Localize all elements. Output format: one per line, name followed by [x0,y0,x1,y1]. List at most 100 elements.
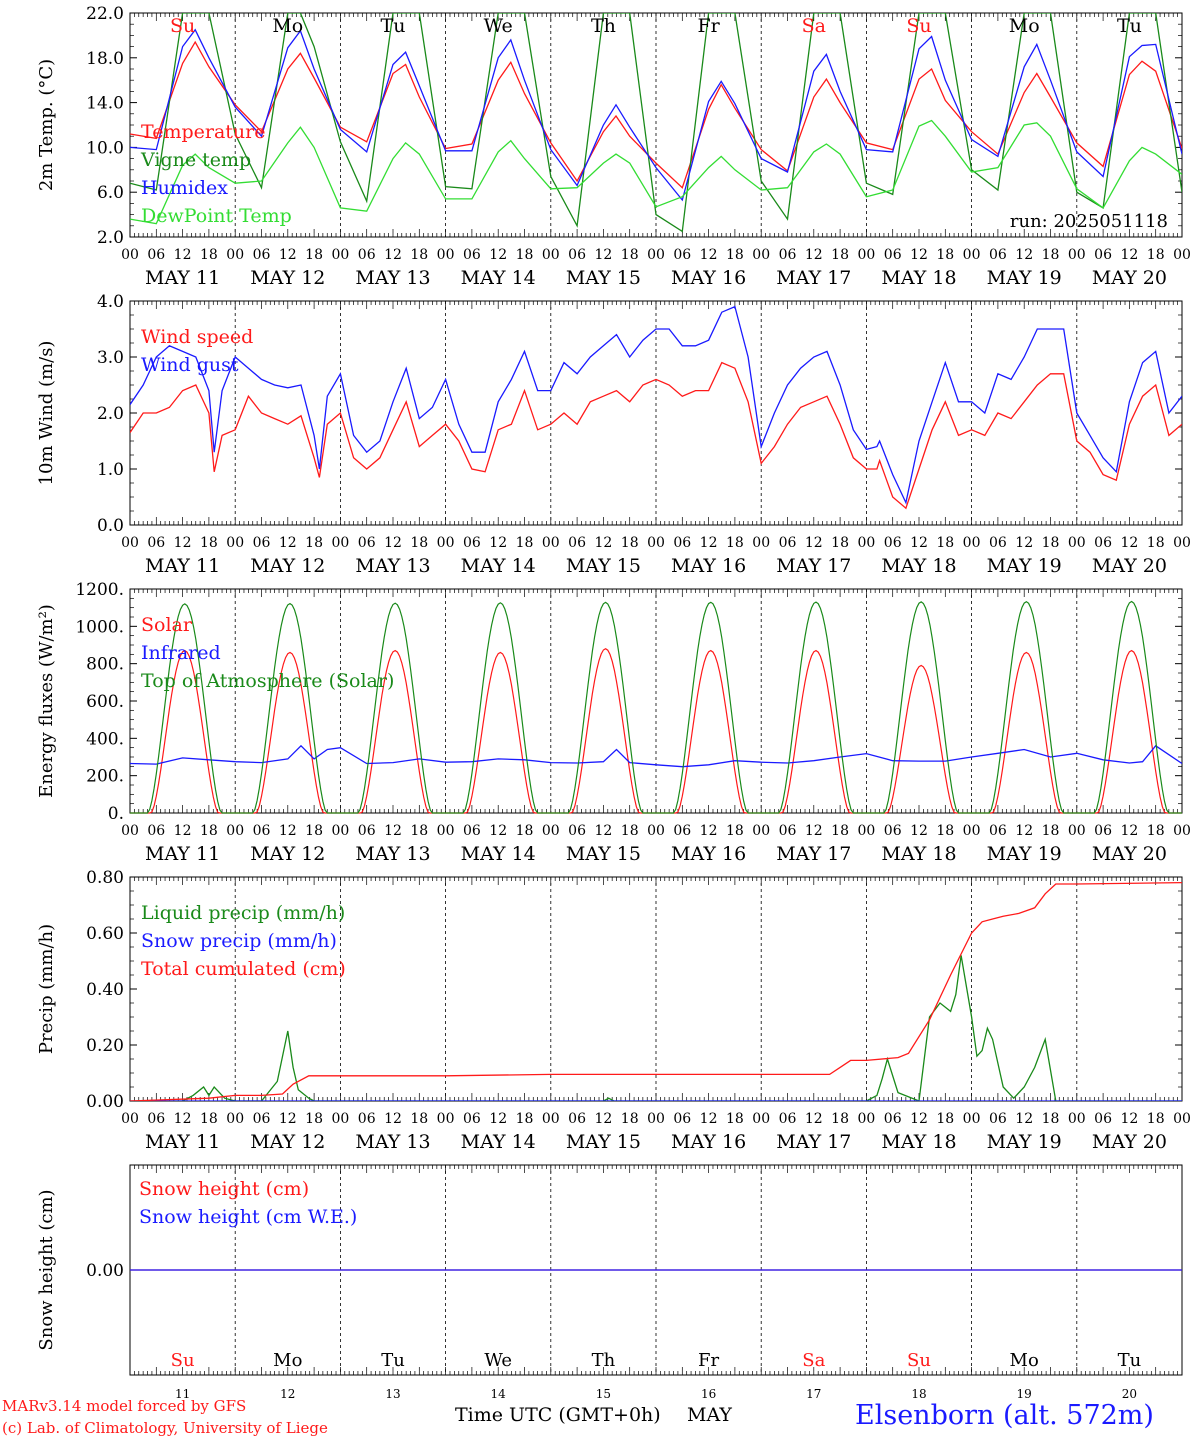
x-day-label: MAY 12 [250,555,325,577]
series-line [130,305,1182,505]
x-hour-label: 12 [700,535,718,551]
x-hour-label: 00 [752,247,770,263]
legend-entry: Humidex [141,177,228,199]
y-axis-label: Precip (mm/h) [36,924,57,1054]
series-line [130,361,1182,510]
x-hour-label: 06 [463,247,481,263]
x-hour-label: 00 [226,247,244,263]
x-hour-label: 06 [673,823,691,839]
x-hour-label: 12 [1015,247,1033,263]
x-day-label: MAY 18 [881,1131,956,1153]
x-hour-label: 00 [1173,1111,1191,1127]
bottom-weekday-label: Su [171,1350,195,1371]
x-hour-label: 00 [1173,823,1191,839]
x-day-label: MAY 11 [145,1131,220,1153]
y-tick-label: 0.20 [86,1036,124,1056]
x-hour-label: 18 [1147,823,1165,839]
weekday-label: Tu [381,15,406,37]
legend-entry: Top of Atmosphere (Solar) [141,670,394,692]
x-hour-label: 18 [726,247,744,263]
series-line [130,744,1182,768]
x-hour-label: 06 [147,1111,165,1127]
x-hour-label: 06 [253,247,271,263]
x-hour-label: 00 [331,247,349,263]
x-day-label: MAY 12 [250,843,325,865]
x-hour-label: 00 [647,823,665,839]
bottom-day-number: 11 [175,1387,190,1401]
x-day-label: MAY 18 [881,267,956,289]
x-hour-label: 00 [963,823,981,839]
bottom-day-number: 18 [911,1387,926,1401]
x-hour-label: 18 [410,535,428,551]
bottom-day-number: 13 [385,1387,400,1401]
x-hour-label: 18 [831,247,849,263]
x-day-label: MAY 14 [461,555,536,577]
y-tick-label: 1000. [75,617,124,637]
x-hour-label: 18 [831,823,849,839]
x-hour-label: 18 [621,1111,639,1127]
x-day-label: MAY 13 [355,555,430,577]
weekday-label: Tu [1117,15,1142,37]
x-hour-label: 12 [279,535,297,551]
x-hour-label: 06 [568,247,586,263]
x-hour-label: 12 [279,1111,297,1127]
x-hour-label: 18 [726,535,744,551]
x-hour-label: 06 [989,1111,1007,1127]
bottom-weekday-label: Su [907,1350,931,1371]
legend-entry: Infrared [141,642,221,664]
x-hour-label: 12 [594,1111,612,1127]
x-hour-label: 06 [253,823,271,839]
x-day-label: MAY 15 [566,267,641,289]
x-day-label: MAY 13 [355,843,430,865]
x-hour-label: 06 [253,535,271,551]
x-day-label: MAY 11 [145,843,220,865]
weekday-label: We [484,15,513,37]
x-hour-label: 18 [936,1111,954,1127]
x-day-label: MAY 14 [461,843,536,865]
y-tick-label: 0.80 [86,868,124,888]
x-hour-label: 06 [884,823,902,839]
x-hour-label: 06 [673,535,691,551]
y-tick-label: 2.0 [97,228,124,248]
x-hour-label: 18 [200,247,218,263]
x-day-label: MAY 15 [566,1131,641,1153]
bottom-weekday-label: Tu [1118,1350,1142,1371]
x-hour-label: 00 [437,247,455,263]
x-hour-label: 18 [726,1111,744,1127]
bottom-day-number: 14 [491,1387,507,1401]
x-day-label: MAY 19 [987,843,1062,865]
x-hour-label: 18 [621,535,639,551]
legend-entry: Wind speed [141,326,253,348]
x-hour-label: 18 [516,535,534,551]
lab-credit: (c) Lab. of Climatology, University of L… [2,1419,328,1437]
x-hour-label: 00 [542,823,560,839]
x-hour-label: 00 [752,1111,770,1127]
bottom-day-number: 20 [1122,1387,1137,1401]
y-tick-label: 14.0 [86,94,124,114]
x-day-label: MAY 15 [566,555,641,577]
x-hour-label: 12 [594,823,612,839]
x-hour-label: 12 [174,823,192,839]
x-day-label: MAY 20 [1092,843,1167,865]
x-hour-label: 18 [305,823,323,839]
x-day-label: MAY 19 [987,555,1062,577]
x-hour-label: 00 [752,535,770,551]
x-day-label: MAY 17 [776,843,851,865]
series-line [130,13,1182,233]
y-tick-label: 22.0 [86,4,124,24]
x-hour-label: 06 [358,535,376,551]
legend-entry: Wind gust [141,354,239,376]
x-hour-label: 06 [989,247,1007,263]
bottom-weekday-label: Mo [273,1350,302,1371]
x-hour-label: 06 [779,1111,797,1127]
x-hour-label: 12 [384,1111,402,1127]
bottom-day-number: 16 [701,1387,716,1401]
y-tick-label: 1.0 [97,460,124,480]
x-hour-label: 12 [805,535,823,551]
x-hour-label: 00 [963,535,981,551]
x-hour-label: 00 [963,247,981,263]
y-tick-label: 18.0 [86,49,124,69]
bottom-weekday-label: Fr [698,1350,719,1371]
legend-entry: Total cumulated (cm) [141,958,346,980]
y-tick-label: 4.0 [97,292,124,312]
